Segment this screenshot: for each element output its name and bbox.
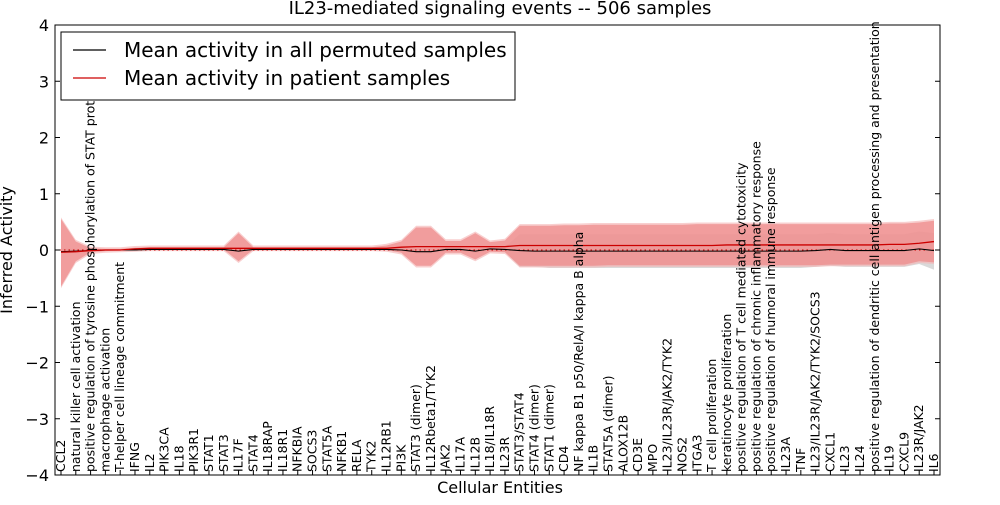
chart-title: IL23-mediated signaling events -- 506 sa… — [289, 0, 712, 19]
x-category-label: STAT4 (dimer) — [526, 384, 541, 472]
x-category-label: STAT3 (dimer) — [408, 384, 423, 472]
x-category-label: positive regulation of chronic inflammat… — [748, 141, 763, 472]
plot-area — [55, 217, 940, 289]
x-category-label: positive regulation of tyrosine phosphor… — [83, 82, 98, 472]
x-axis-label: Cellular Entities — [437, 478, 563, 497]
x-category-label: IL18/IL18R — [482, 406, 497, 472]
x-category-label: IL18RAP — [260, 421, 275, 472]
x-category-label: NOS2 — [674, 437, 689, 472]
x-category-label: RELA — [349, 439, 364, 472]
x-category-label: PIK3R1 — [186, 428, 201, 472]
x-category-label: PIK3CA — [157, 427, 172, 472]
x-category-label: IL23/IL23R/JAK2/TYK2/SOCS3 — [808, 291, 823, 472]
patient-mean-line — [60, 240, 935, 253]
legend-patient-label: Mean activity in patient samples — [124, 66, 450, 90]
x-category-label: IL23R — [497, 436, 512, 472]
y-tick-label: −2 — [25, 354, 49, 373]
x-category-label: STAT3/STAT4 — [512, 392, 527, 472]
y-tick-label: 2 — [39, 129, 49, 148]
x-category-label: positive regulation of T cell mediated c… — [734, 162, 749, 472]
x-category-label: macrophage activation — [97, 328, 112, 472]
y-tick-label: 4 — [39, 16, 49, 35]
x-category-label: TNF — [793, 448, 808, 473]
x-category-label: positive regulation of dendritic cell an… — [867, 21, 882, 472]
x-category-label: IL2 — [142, 453, 157, 472]
x-category-label: IL1B — [586, 445, 601, 472]
x-category-label: IL12Rbeta1/TYK2 — [423, 365, 438, 472]
x-category-label: MPO — [645, 444, 660, 472]
x-category-label: IL23A — [778, 436, 793, 472]
x-category-label: IL12B — [467, 437, 482, 472]
x-category-label: JAK2 — [438, 444, 453, 473]
x-category-label: IL17F — [231, 438, 246, 472]
y-tick-label: −4 — [25, 466, 49, 485]
y-tick-label: 0 — [39, 241, 49, 260]
legend-permuted-label: Mean activity in all permuted samples — [124, 38, 507, 62]
patient-band — [61, 219, 934, 287]
x-category-label: IL17A — [453, 436, 468, 472]
x-category-label: IFNG — [127, 442, 142, 472]
y-axis: −4 −3 −2 −1 0 1 2 3 4 — [25, 16, 940, 485]
y-tick-label: −3 — [25, 410, 49, 429]
x-category-label: T-helper cell lineage commitment — [112, 262, 127, 473]
x-category-label: STAT4 — [245, 434, 260, 472]
x-category-label: PI3K — [393, 444, 408, 472]
x-category-label: IL23R/JAK2 — [911, 404, 926, 472]
x-category-label: IL23 — [837, 445, 852, 472]
x-category-label: NFKBIA — [290, 426, 305, 472]
permuted-mean-line — [60, 248, 935, 253]
x-category-label: CXCL9 — [896, 432, 911, 472]
x-axis: CCL2 natural killer cell activation positi… — [53, 21, 941, 475]
x-category-label: CD3E — [630, 438, 645, 472]
x-category-label: NF kappa B1 p50/RelA/I kappa B alpha — [571, 232, 586, 472]
x-category-label: IL18 — [171, 445, 186, 472]
x-category-label: IL23/IL23R/JAK2/TYK2 — [660, 338, 675, 472]
x-category-label: keratinocyte proliferation — [719, 314, 734, 472]
x-category-label: ITGA3 — [689, 434, 704, 472]
x-category-label: positive regulation of humoral immune re… — [763, 167, 778, 472]
x-category-label: NFKB1 — [334, 431, 349, 472]
x-category-label: STAT1 — [201, 434, 216, 472]
x-category-label: IL6 — [926, 453, 941, 472]
x-category-label: CXCL1 — [822, 432, 837, 472]
x-category-label: CD4 — [556, 446, 571, 472]
y-axis-label: Inferred Activity — [0, 186, 16, 314]
legend-box — [60, 31, 516, 101]
x-category-label: ALOX12B — [615, 415, 630, 472]
x-category-label: STAT3 — [216, 434, 231, 472]
x-category-label: SOCS3 — [305, 430, 320, 472]
x-category-label: IL24 — [852, 445, 867, 472]
y-tick-label: 1 — [39, 185, 49, 204]
legend: Mean activity in all permuted samples Me… — [60, 31, 516, 101]
x-category-label: IL12RB1 — [379, 420, 394, 472]
y-tick-label: 3 — [39, 72, 49, 91]
y-tick-label: −1 — [25, 297, 49, 316]
x-category-label: STAT1 (dimer) — [541, 384, 556, 472]
x-category-label: STAT5A (dimer) — [600, 376, 615, 472]
x-category-label: T cell proliferation — [704, 359, 719, 473]
x-category-label: IL18R1 — [275, 429, 290, 472]
x-category-label: TYK2 — [364, 441, 379, 473]
x-category-label: IL19 — [882, 445, 897, 472]
x-category-label: CCL2 — [53, 440, 68, 472]
x-category-label: STAT5A — [319, 425, 334, 472]
x-category-label: natural killer cell activation — [68, 301, 83, 472]
